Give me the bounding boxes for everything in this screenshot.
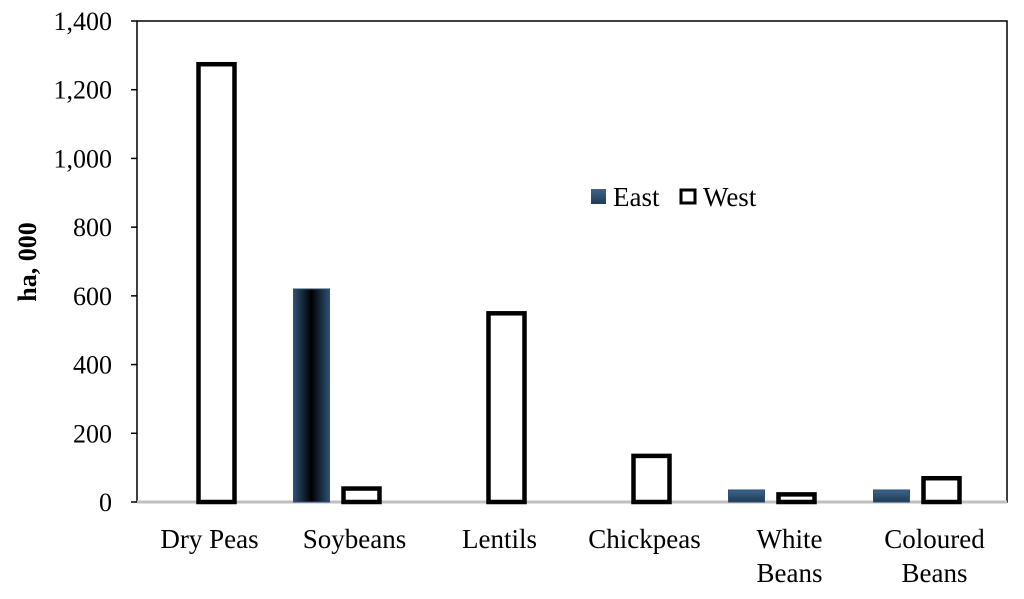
y-axis-title: ha, 000 <box>13 222 42 301</box>
category-label: Beans <box>757 558 823 588</box>
bar-east <box>728 489 765 503</box>
y-tick-label: 800 <box>73 213 112 242</box>
y-axis: 0 200 400 600 800 1,000 1,200 1,400 <box>54 7 137 517</box>
y-tick-label: 1,000 <box>54 144 113 173</box>
category-label: White <box>757 524 823 554</box>
bars <box>196 61 962 505</box>
y-tick-label: 400 <box>73 351 112 380</box>
y-tick-label: 1,400 <box>54 7 113 36</box>
category-label: Soybeans <box>303 524 407 554</box>
plot-area <box>136 20 1008 503</box>
legend-swatch-east <box>591 189 606 204</box>
bar-west <box>196 61 237 505</box>
bar-west <box>776 492 817 505</box>
bar-east <box>873 489 910 503</box>
legend-label-west: West <box>703 182 757 212</box>
bar-east <box>293 288 330 503</box>
legend: East West <box>591 182 757 212</box>
category-label: Chickpeas <box>588 524 700 554</box>
category-label: Lentils <box>462 524 537 554</box>
y-tick-label: 0 <box>99 488 112 517</box>
y-tick-label: 200 <box>73 419 112 448</box>
category-label: Coloured <box>884 524 985 554</box>
bar-west <box>921 475 962 505</box>
category-label: Dry Peas <box>160 524 258 554</box>
y-tick-label: 1,200 <box>54 76 113 105</box>
y-tick-label: 600 <box>73 282 112 311</box>
bar-west <box>631 453 672 505</box>
bar-west <box>341 486 382 505</box>
bar-west <box>486 311 527 505</box>
plot-frame <box>136 20 1008 503</box>
x-axis: Dry Peas Soybeans Lentils Chickpeas White Bea… <box>137 500 1007 588</box>
legend-swatch-west <box>679 188 697 205</box>
category-label: Beans <box>902 558 968 588</box>
legend-label-east: East <box>613 182 660 212</box>
